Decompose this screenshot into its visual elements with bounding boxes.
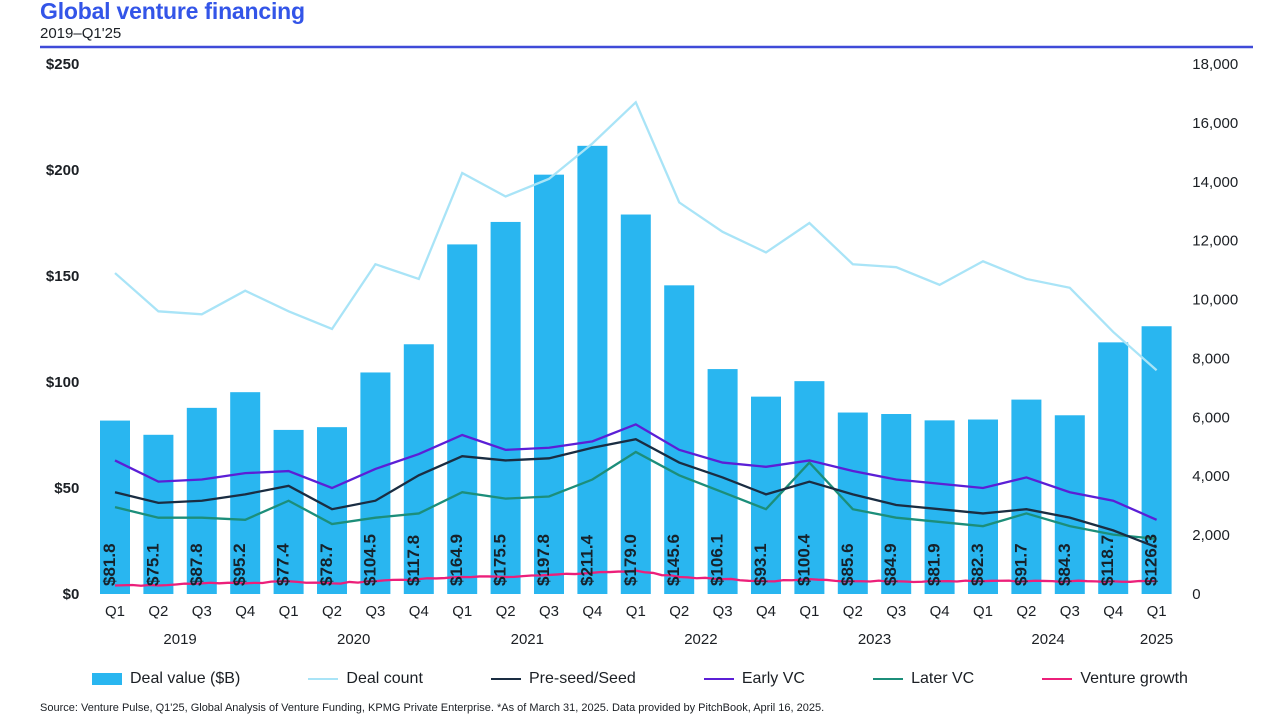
svg-text:2,000: 2,000: [1192, 527, 1230, 544]
svg-text:Q4: Q4: [756, 603, 776, 620]
svg-text:Q1: Q1: [1147, 603, 1167, 620]
svg-text:$85.6: $85.6: [838, 543, 857, 586]
svg-text:$77.4: $77.4: [274, 543, 293, 586]
svg-text:Q1: Q1: [973, 603, 993, 620]
svg-text:Q1: Q1: [626, 603, 646, 620]
svg-text:Q3: Q3: [192, 603, 212, 620]
svg-text:2021: 2021: [511, 631, 544, 648]
svg-text:$84.9: $84.9: [881, 543, 900, 586]
svg-text:8,000: 8,000: [1192, 350, 1230, 367]
svg-text:$117.8: $117.8: [404, 535, 423, 586]
svg-text:Q2: Q2: [1016, 603, 1036, 620]
svg-text:2024: 2024: [1031, 631, 1064, 648]
svg-text:2020: 2020: [337, 631, 370, 648]
svg-text:$84.3: $84.3: [1055, 543, 1074, 586]
svg-text:Q3: Q3: [1060, 603, 1080, 620]
svg-text:Q1: Q1: [105, 603, 125, 620]
svg-text:$78.7: $78.7: [317, 543, 336, 586]
svg-text:Q1: Q1: [279, 603, 299, 620]
svg-text:$82.3: $82.3: [968, 543, 987, 586]
svg-text:6,000: 6,000: [1192, 409, 1230, 426]
svg-text:$200: $200: [46, 162, 79, 179]
svg-text:2025: 2025: [1140, 631, 1173, 648]
svg-text:4,000: 4,000: [1192, 468, 1230, 485]
svg-text:Q3: Q3: [886, 603, 906, 620]
svg-text:$150: $150: [46, 268, 79, 285]
svg-text:Q4: Q4: [582, 603, 602, 620]
svg-text:$250: $250: [46, 56, 79, 73]
svg-text:$100: $100: [46, 374, 79, 391]
svg-text:10,000: 10,000: [1192, 292, 1238, 309]
svg-text:2019: 2019: [163, 631, 196, 648]
svg-text:$100.4: $100.4: [794, 533, 813, 586]
svg-text:$197.8: $197.8: [534, 534, 553, 586]
svg-text:$81.9: $81.9: [925, 543, 944, 586]
svg-text:Q2: Q2: [669, 603, 689, 620]
svg-text:Q1: Q1: [452, 603, 472, 620]
svg-text:$75.1: $75.1: [143, 543, 162, 586]
svg-text:$164.9: $164.9: [447, 534, 466, 586]
svg-text:Q4: Q4: [235, 603, 255, 620]
svg-text:16,000: 16,000: [1192, 115, 1238, 132]
svg-text:$81.8: $81.8: [100, 543, 119, 586]
svg-text:$106.1: $106.1: [708, 534, 727, 586]
svg-text:Q2: Q2: [843, 603, 863, 620]
svg-text:$179.0: $179.0: [621, 534, 640, 586]
svg-text:$50: $50: [54, 480, 79, 497]
svg-text:$211.4: $211.4: [577, 534, 596, 586]
svg-text:$0: $0: [63, 586, 80, 603]
svg-text:Q4: Q4: [930, 603, 950, 620]
svg-text:Q3: Q3: [539, 603, 559, 620]
svg-text:18,000: 18,000: [1192, 56, 1238, 73]
svg-text:Q2: Q2: [322, 603, 342, 620]
svg-text:14,000: 14,000: [1192, 174, 1238, 191]
svg-text:$93.1: $93.1: [751, 543, 770, 586]
svg-text:2023: 2023: [858, 631, 891, 648]
svg-text:Q4: Q4: [409, 603, 429, 620]
svg-text:Q3: Q3: [713, 603, 733, 620]
svg-text:Q1: Q1: [799, 603, 819, 620]
svg-text:Q2: Q2: [148, 603, 168, 620]
svg-text:Q4: Q4: [1103, 603, 1123, 620]
svg-text:$175.5: $175.5: [491, 534, 510, 586]
svg-text:Q3: Q3: [365, 603, 385, 620]
svg-text:12,000: 12,000: [1192, 233, 1238, 250]
svg-text:$95.2: $95.2: [230, 543, 249, 586]
svg-text:$87.8: $87.8: [187, 543, 206, 586]
svg-text:$126.3: $126.3: [1142, 534, 1161, 586]
svg-text:$91.7: $91.7: [1011, 543, 1030, 586]
svg-text:$104.5: $104.5: [360, 534, 379, 586]
svg-text:$118.7: $118.7: [1098, 535, 1117, 586]
svg-text:2022: 2022: [684, 631, 717, 648]
svg-text:Q2: Q2: [496, 603, 516, 620]
svg-text:0: 0: [1192, 586, 1200, 603]
svg-text:$145.6: $145.6: [664, 534, 683, 586]
